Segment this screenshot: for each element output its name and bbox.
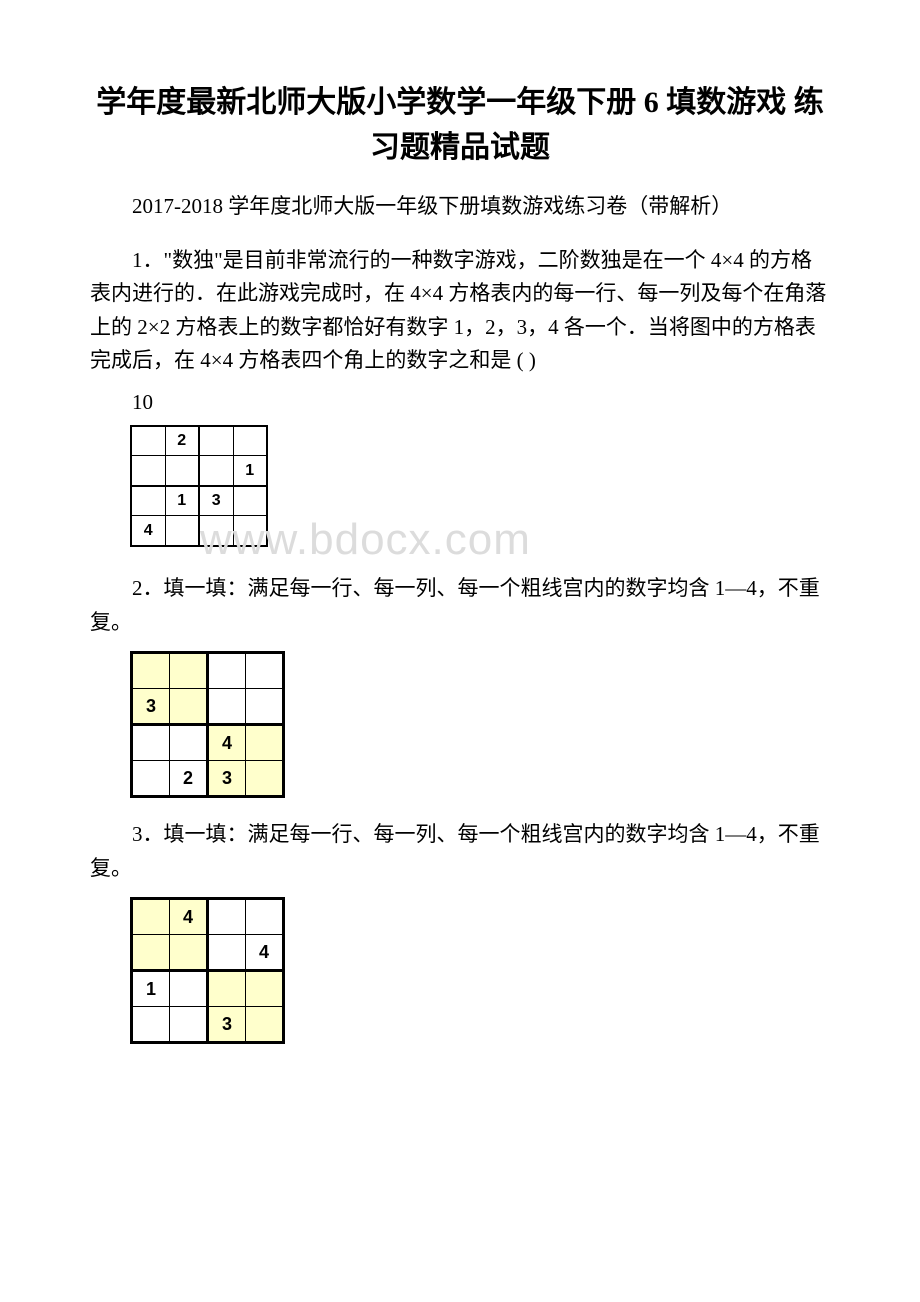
grid-cell	[170, 971, 208, 1007]
question-1-text: 1．"数独"是目前非常流行的一种数字游戏，二阶数独是在一个 4×4 的方格表内进…	[90, 244, 830, 378]
question-1-grid-wrap: 2 1 1 3 4 www.bdocx.	[130, 425, 830, 552]
grid-cell	[233, 516, 267, 546]
grid-cell: 4	[208, 725, 246, 761]
grid-cell	[246, 971, 284, 1007]
grid-cell	[246, 761, 284, 797]
grid-cell: 3	[199, 486, 233, 516]
grid-cell	[170, 1007, 208, 1043]
grid-cell	[131, 426, 165, 456]
grid-cell	[170, 935, 208, 971]
grid-cell	[170, 725, 208, 761]
grid-cell: 3	[132, 689, 170, 725]
question-1-grid: 2 1 1 3 4	[130, 425, 268, 547]
grid-cell: 1	[132, 971, 170, 1007]
grid-cell	[132, 935, 170, 971]
grid-cell: 1	[165, 486, 199, 516]
grid-cell	[199, 426, 233, 456]
question-3-text: 3．填一填：满足每一行、每一列、每一个粗线宫内的数字均含 1—4，不重复。	[90, 818, 830, 885]
grid-cell: 3	[208, 1007, 246, 1043]
grid-cell	[246, 899, 284, 935]
question-2-grid-wrap: 3 4 2 3	[130, 651, 830, 798]
grid-cell	[132, 761, 170, 797]
grid-cell: 4	[170, 899, 208, 935]
grid-cell	[132, 1007, 170, 1043]
grid-cell: 4	[246, 935, 284, 971]
grid-cell	[233, 426, 267, 456]
grid-cell	[208, 689, 246, 725]
grid-cell	[246, 725, 284, 761]
grid-cell	[132, 725, 170, 761]
question-2-text: 2．填一填：满足每一行、每一列、每一个粗线宫内的数字均含 1—4，不重复。	[90, 572, 830, 639]
page-title: 学年度最新北师大版小学数学一年级下册 6 填数游戏 练习题精品试题	[90, 80, 830, 170]
grid-cell	[131, 486, 165, 516]
grid-cell: 2	[170, 761, 208, 797]
question-2-grid: 3 4 2 3	[130, 651, 285, 798]
grid-cell	[165, 516, 199, 546]
grid-cell: 2	[165, 426, 199, 456]
grid-cell	[208, 653, 246, 689]
grid-cell	[208, 899, 246, 935]
grid-cell	[246, 1007, 284, 1043]
grid-cell: 4	[131, 516, 165, 546]
grid-cell	[132, 653, 170, 689]
grid-cell: 1	[233, 456, 267, 486]
grid-cell	[233, 486, 267, 516]
question-3-grid-wrap: 4 4 1 3	[130, 897, 830, 1044]
grid-cell	[199, 456, 233, 486]
question-3-grid: 4 4 1 3	[130, 897, 285, 1044]
subtitle-text: 2017-2018 学年度北师大版一年级下册填数游戏练习卷（带解析）	[90, 190, 830, 224]
grid-cell	[165, 456, 199, 486]
grid-cell	[246, 689, 284, 725]
grid-cell	[199, 516, 233, 546]
grid-cell	[208, 935, 246, 971]
grid-cell: 3	[208, 761, 246, 797]
grid-cell	[132, 899, 170, 935]
question-1-answer: 10	[90, 390, 830, 415]
grid-cell	[170, 653, 208, 689]
grid-cell	[246, 653, 284, 689]
grid-cell	[170, 689, 208, 725]
grid-cell	[131, 456, 165, 486]
grid-cell	[208, 971, 246, 1007]
